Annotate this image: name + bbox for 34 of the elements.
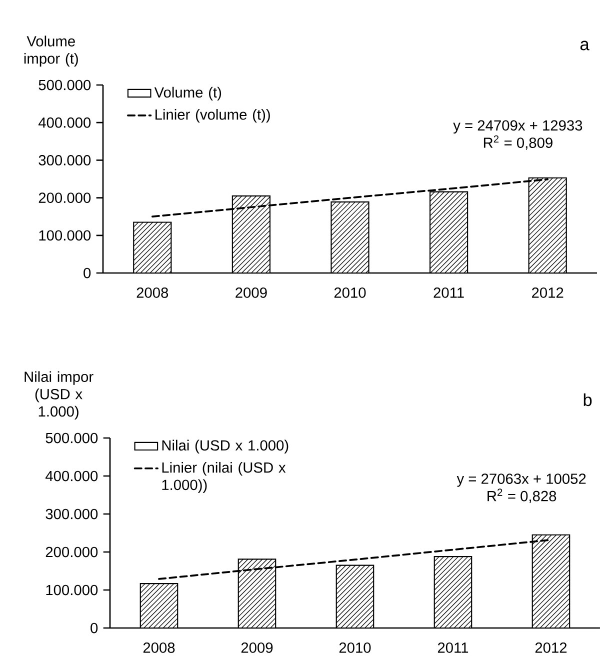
x-tick-label: 2008: [136, 288, 168, 298]
y-tick-label: 0: [84, 268, 91, 278]
legend-label: Volume (t): [154, 86, 222, 100]
y-tick-label: 200.000: [38, 192, 91, 203]
y-tick-label: 500.000: [38, 80, 91, 90]
y-tick-label: 100.000: [39, 230, 91, 241]
annotation: R$^{2}$ = 0,828: [488, 488, 556, 504]
x-tick-label: 2010: [334, 288, 366, 298]
legend-label: Linier (volume (t)): [156, 109, 270, 123]
chart-title: a: [580, 40, 590, 50]
y-tick-label: 200.000: [46, 546, 98, 558]
y-tick-label: 300.000: [38, 155, 91, 166]
x-tick-label: 2010: [339, 642, 371, 653]
y-tick-label: 0: [90, 622, 98, 634]
chart-title: b: [584, 393, 592, 406]
y-tick-label: 100.000: [46, 584, 98, 596]
x-tick-label: 2009: [236, 288, 267, 298]
legend-label: Linier (nilai (USD x 1.000)): [162, 462, 286, 493]
x-tick-label: 2008: [143, 642, 175, 653]
x-tick-label: 2011: [434, 288, 464, 298]
y-tick-label: 400.000: [38, 117, 91, 128]
y-tick-label: 300.000: [46, 508, 98, 520]
x-tick-label: 2012: [532, 288, 564, 298]
annotation: R$^{2}$ = 0,809: [484, 135, 552, 150]
annotation: y = 24709x + 12933: [453, 120, 582, 134]
legend-label: Nilai (USD x 1.000): [162, 440, 288, 454]
x-tick-label: 2011: [438, 642, 468, 653]
y-tick-label: 500.000: [46, 432, 98, 444]
x-tick-label: 2009: [241, 642, 273, 653]
y-axis-title: Nilai impor (USD x 1.000): [24, 371, 94, 420]
y-axis-title: Volume impor (t): [24, 36, 78, 67]
x-tick-label: 2012: [535, 642, 567, 653]
y-tick-label: 400.000: [45, 470, 98, 482]
annotation: y = 27063x + 10052: [456, 474, 586, 487]
